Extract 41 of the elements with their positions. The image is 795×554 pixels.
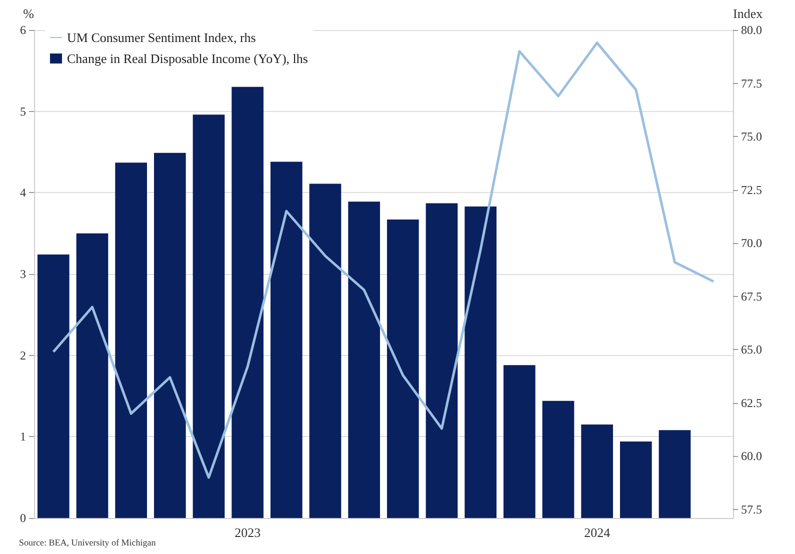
y2-tick-label: 72.5 bbox=[741, 182, 762, 197]
bar bbox=[620, 442, 652, 518]
y2-tick-label: 75.0 bbox=[741, 130, 762, 144]
bar bbox=[309, 184, 342, 518]
bar bbox=[348, 202, 380, 518]
x-tick-label: 2024 bbox=[584, 525, 611, 540]
bar bbox=[581, 424, 614, 518]
bar bbox=[464, 206, 497, 518]
legend-label: UM Consumer Sentiment Index, rhs bbox=[67, 30, 256, 45]
legend-label: Change in Real Disposable Income (YoY), lhs bbox=[67, 51, 308, 66]
bar bbox=[154, 152, 186, 518]
x-tick-label: 2023 bbox=[234, 525, 261, 540]
y2-tick-label: 80.0 bbox=[741, 23, 762, 37]
y2-tick-label: 60.0 bbox=[741, 449, 762, 464]
bar bbox=[658, 430, 691, 518]
bar bbox=[386, 220, 419, 518]
y-tick-label: 0 bbox=[20, 511, 26, 525]
y2-tick-label: 70.0 bbox=[741, 236, 762, 250]
source-note: Source: BEA, University of Michigan bbox=[19, 538, 156, 548]
y-tick-label: 4 bbox=[20, 186, 26, 200]
bar bbox=[37, 254, 70, 518]
y2-tick-label: 62.5 bbox=[741, 396, 762, 410]
bar bbox=[115, 162, 148, 518]
y2-tick-label: 77.5 bbox=[741, 76, 762, 90]
bar bbox=[426, 203, 458, 518]
y-tick-label: 2 bbox=[20, 348, 26, 362]
y-tick-label: 3 bbox=[20, 267, 26, 281]
bar bbox=[192, 114, 225, 518]
bar bbox=[270, 162, 302, 518]
bar bbox=[76, 233, 108, 518]
y-axis-title: % bbox=[23, 6, 34, 21]
y2-axis-title: Index bbox=[733, 6, 764, 21]
y2-tick-label: 67.5 bbox=[741, 289, 762, 304]
y2-tick-label: 65.0 bbox=[741, 342, 762, 357]
y-tick-label: 1 bbox=[20, 430, 26, 444]
y-tick-label: 5 bbox=[20, 104, 26, 118]
bar bbox=[503, 365, 536, 518]
bar bbox=[542, 400, 574, 518]
y-tick-label: 6 bbox=[20, 23, 26, 37]
bar bbox=[232, 86, 264, 518]
y2-tick-label: 57.5 bbox=[741, 502, 762, 516]
